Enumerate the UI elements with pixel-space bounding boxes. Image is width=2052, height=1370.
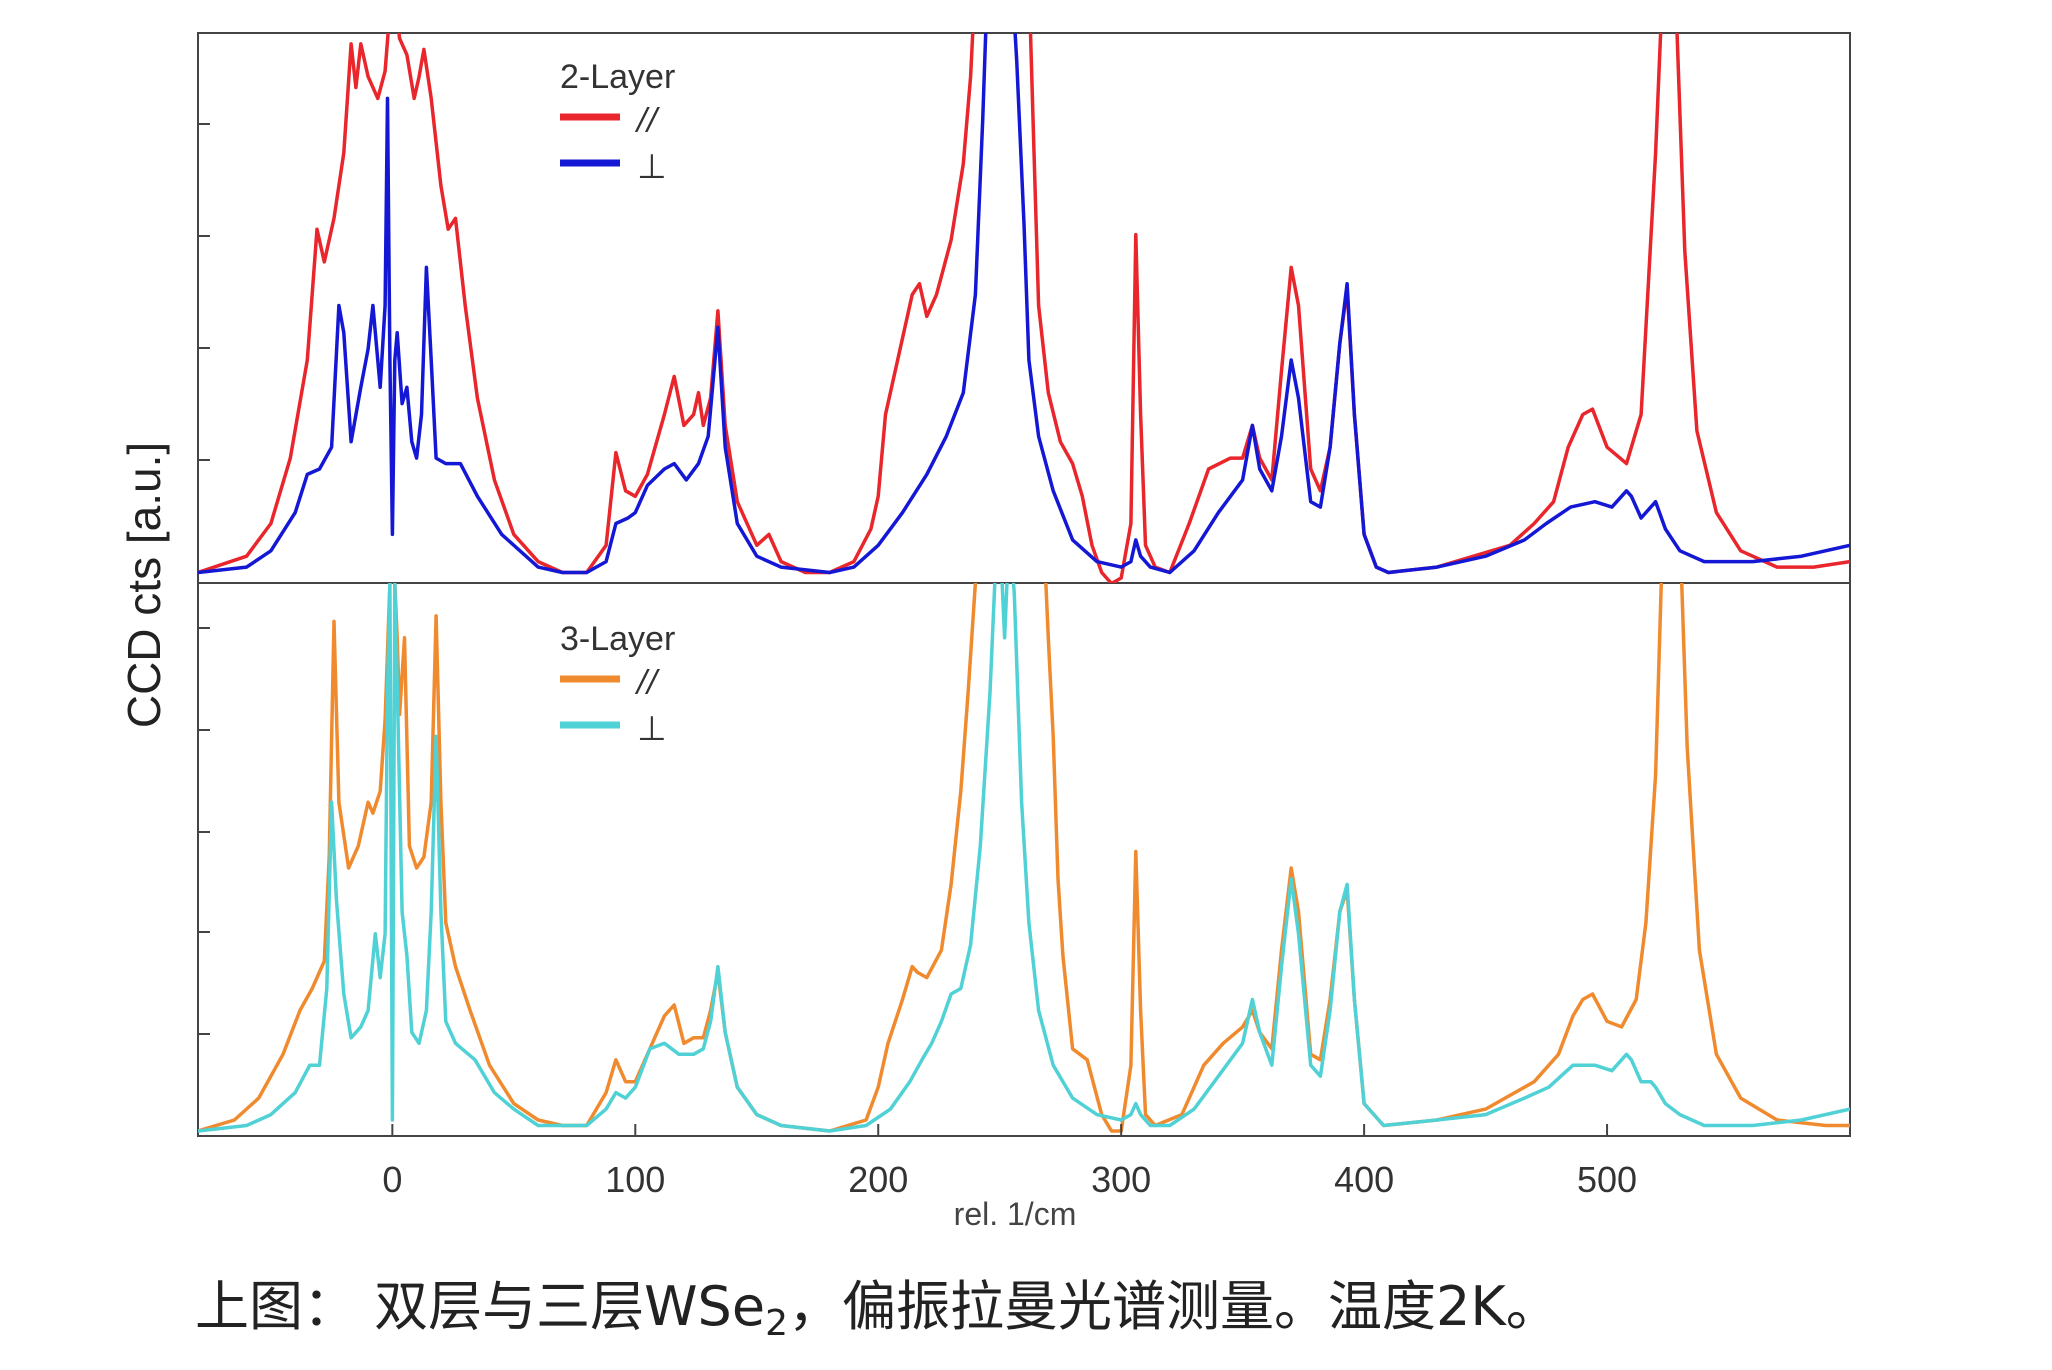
- top-panel-frame: [197, 32, 1851, 584]
- bottom-y-ticks: [198, 627, 210, 1035]
- legend-label-bottom-parallel: //: [634, 664, 660, 699]
- x-tick-label: 200: [848, 1159, 908, 1200]
- x-tick-label: 300: [1091, 1159, 1151, 1200]
- x-tick-group: 0 100 200 300 400 500: [382, 1124, 1637, 1200]
- caption-suffix: ，偏振拉曼光谱测量。温度2K。: [787, 1275, 1560, 1338]
- legend-label-top-parallel: //: [634, 102, 660, 137]
- bottom-panel-frame: [197, 582, 1851, 1137]
- legend-title-bottom: 3-Layer: [560, 620, 675, 658]
- top-series-group: [198, 33, 1850, 583]
- x-axis-label: rel. 1/cm: [954, 1196, 1077, 1232]
- bottom-series-parallel-line: [198, 583, 1850, 1133]
- x-tick-label: 500: [1577, 1159, 1637, 1200]
- x-tick-label: 100: [605, 1159, 665, 1200]
- bottom-series-group: [198, 583, 1850, 1133]
- top-y-ticks: [198, 123, 210, 461]
- top-series-parallel-line: [198, 33, 1850, 583]
- caption-subscript: 2: [765, 1303, 788, 1344]
- legend-label-bottom-perp: ⊥: [637, 709, 667, 749]
- caption-prefix: 上图： 双层与三层WSe: [195, 1275, 766, 1338]
- legend-label-top-perp: ⊥: [637, 147, 667, 187]
- top-series-perpendicular-line: [198, 33, 1850, 575]
- legend-title-top: 2-Layer: [560, 58, 675, 96]
- y-axis-label: CCD cts [a.u.]: [118, 442, 170, 728]
- x-tick-label: 400: [1334, 1159, 1394, 1200]
- figure-caption: 上图： 双层与三层WSe2，偏振拉曼光谱测量。温度2K。: [195, 1262, 1560, 1344]
- bottom-series-perpendicular-line: [198, 583, 1850, 1133]
- x-tick-label: 0: [382, 1159, 402, 1200]
